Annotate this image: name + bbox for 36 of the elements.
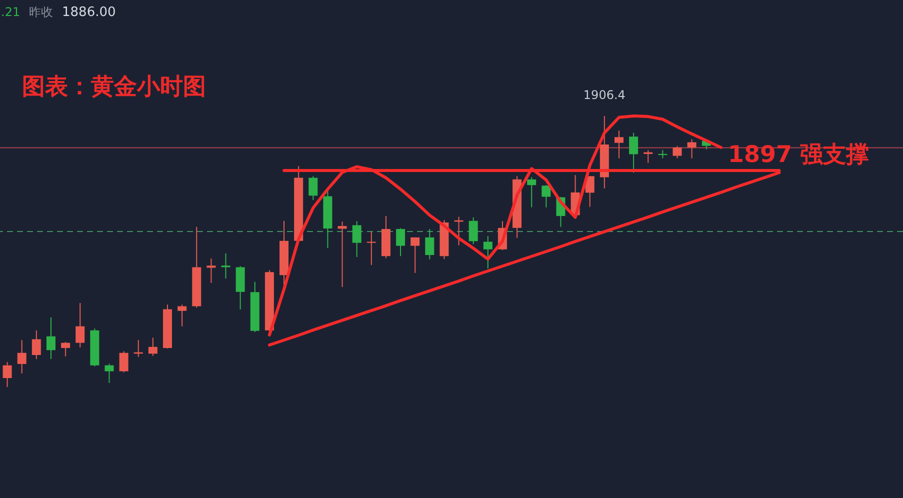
candlestick — [542, 184, 551, 208]
candlestick — [61, 342, 70, 357]
candlestick — [178, 304, 187, 327]
candlestick — [366, 231, 376, 266]
candlestick — [221, 252, 230, 280]
candlestick — [468, 216, 478, 245]
candlestick — [629, 132, 638, 174]
candlestick — [104, 363, 114, 384]
candlestick — [585, 176, 594, 208]
candlestick — [658, 150, 668, 159]
text: .21 — [1, 5, 20, 19]
text: 昨收 — [29, 5, 53, 19]
candlestick — [206, 258, 216, 284]
candlestick — [614, 130, 624, 159]
candlestick — [396, 228, 406, 257]
annotation: 1897 强支撑 — [728, 142, 870, 168]
candlestick — [644, 150, 653, 164]
candlestick — [410, 236, 420, 274]
candlestick — [527, 176, 536, 208]
candlestick — [148, 337, 158, 356]
candlestick — [46, 316, 56, 360]
candlestick — [483, 236, 492, 270]
candlestick — [76, 302, 85, 348]
candlestick — [687, 138, 696, 159]
text: 1886.00 — [62, 5, 116, 20]
candlestick — [425, 228, 434, 260]
candlestick — [17, 340, 26, 374]
candlestick — [672, 146, 682, 159]
candlestick — [308, 176, 318, 201]
annotation: 1906.4 — [583, 88, 626, 102]
candlestick — [119, 350, 128, 373]
candlestick — [352, 220, 362, 258]
chart-title: 图表：黄金小时图 — [22, 74, 206, 100]
candlestick — [2, 362, 12, 388]
candlestick — [32, 330, 41, 360]
candlestick — [338, 221, 347, 288]
